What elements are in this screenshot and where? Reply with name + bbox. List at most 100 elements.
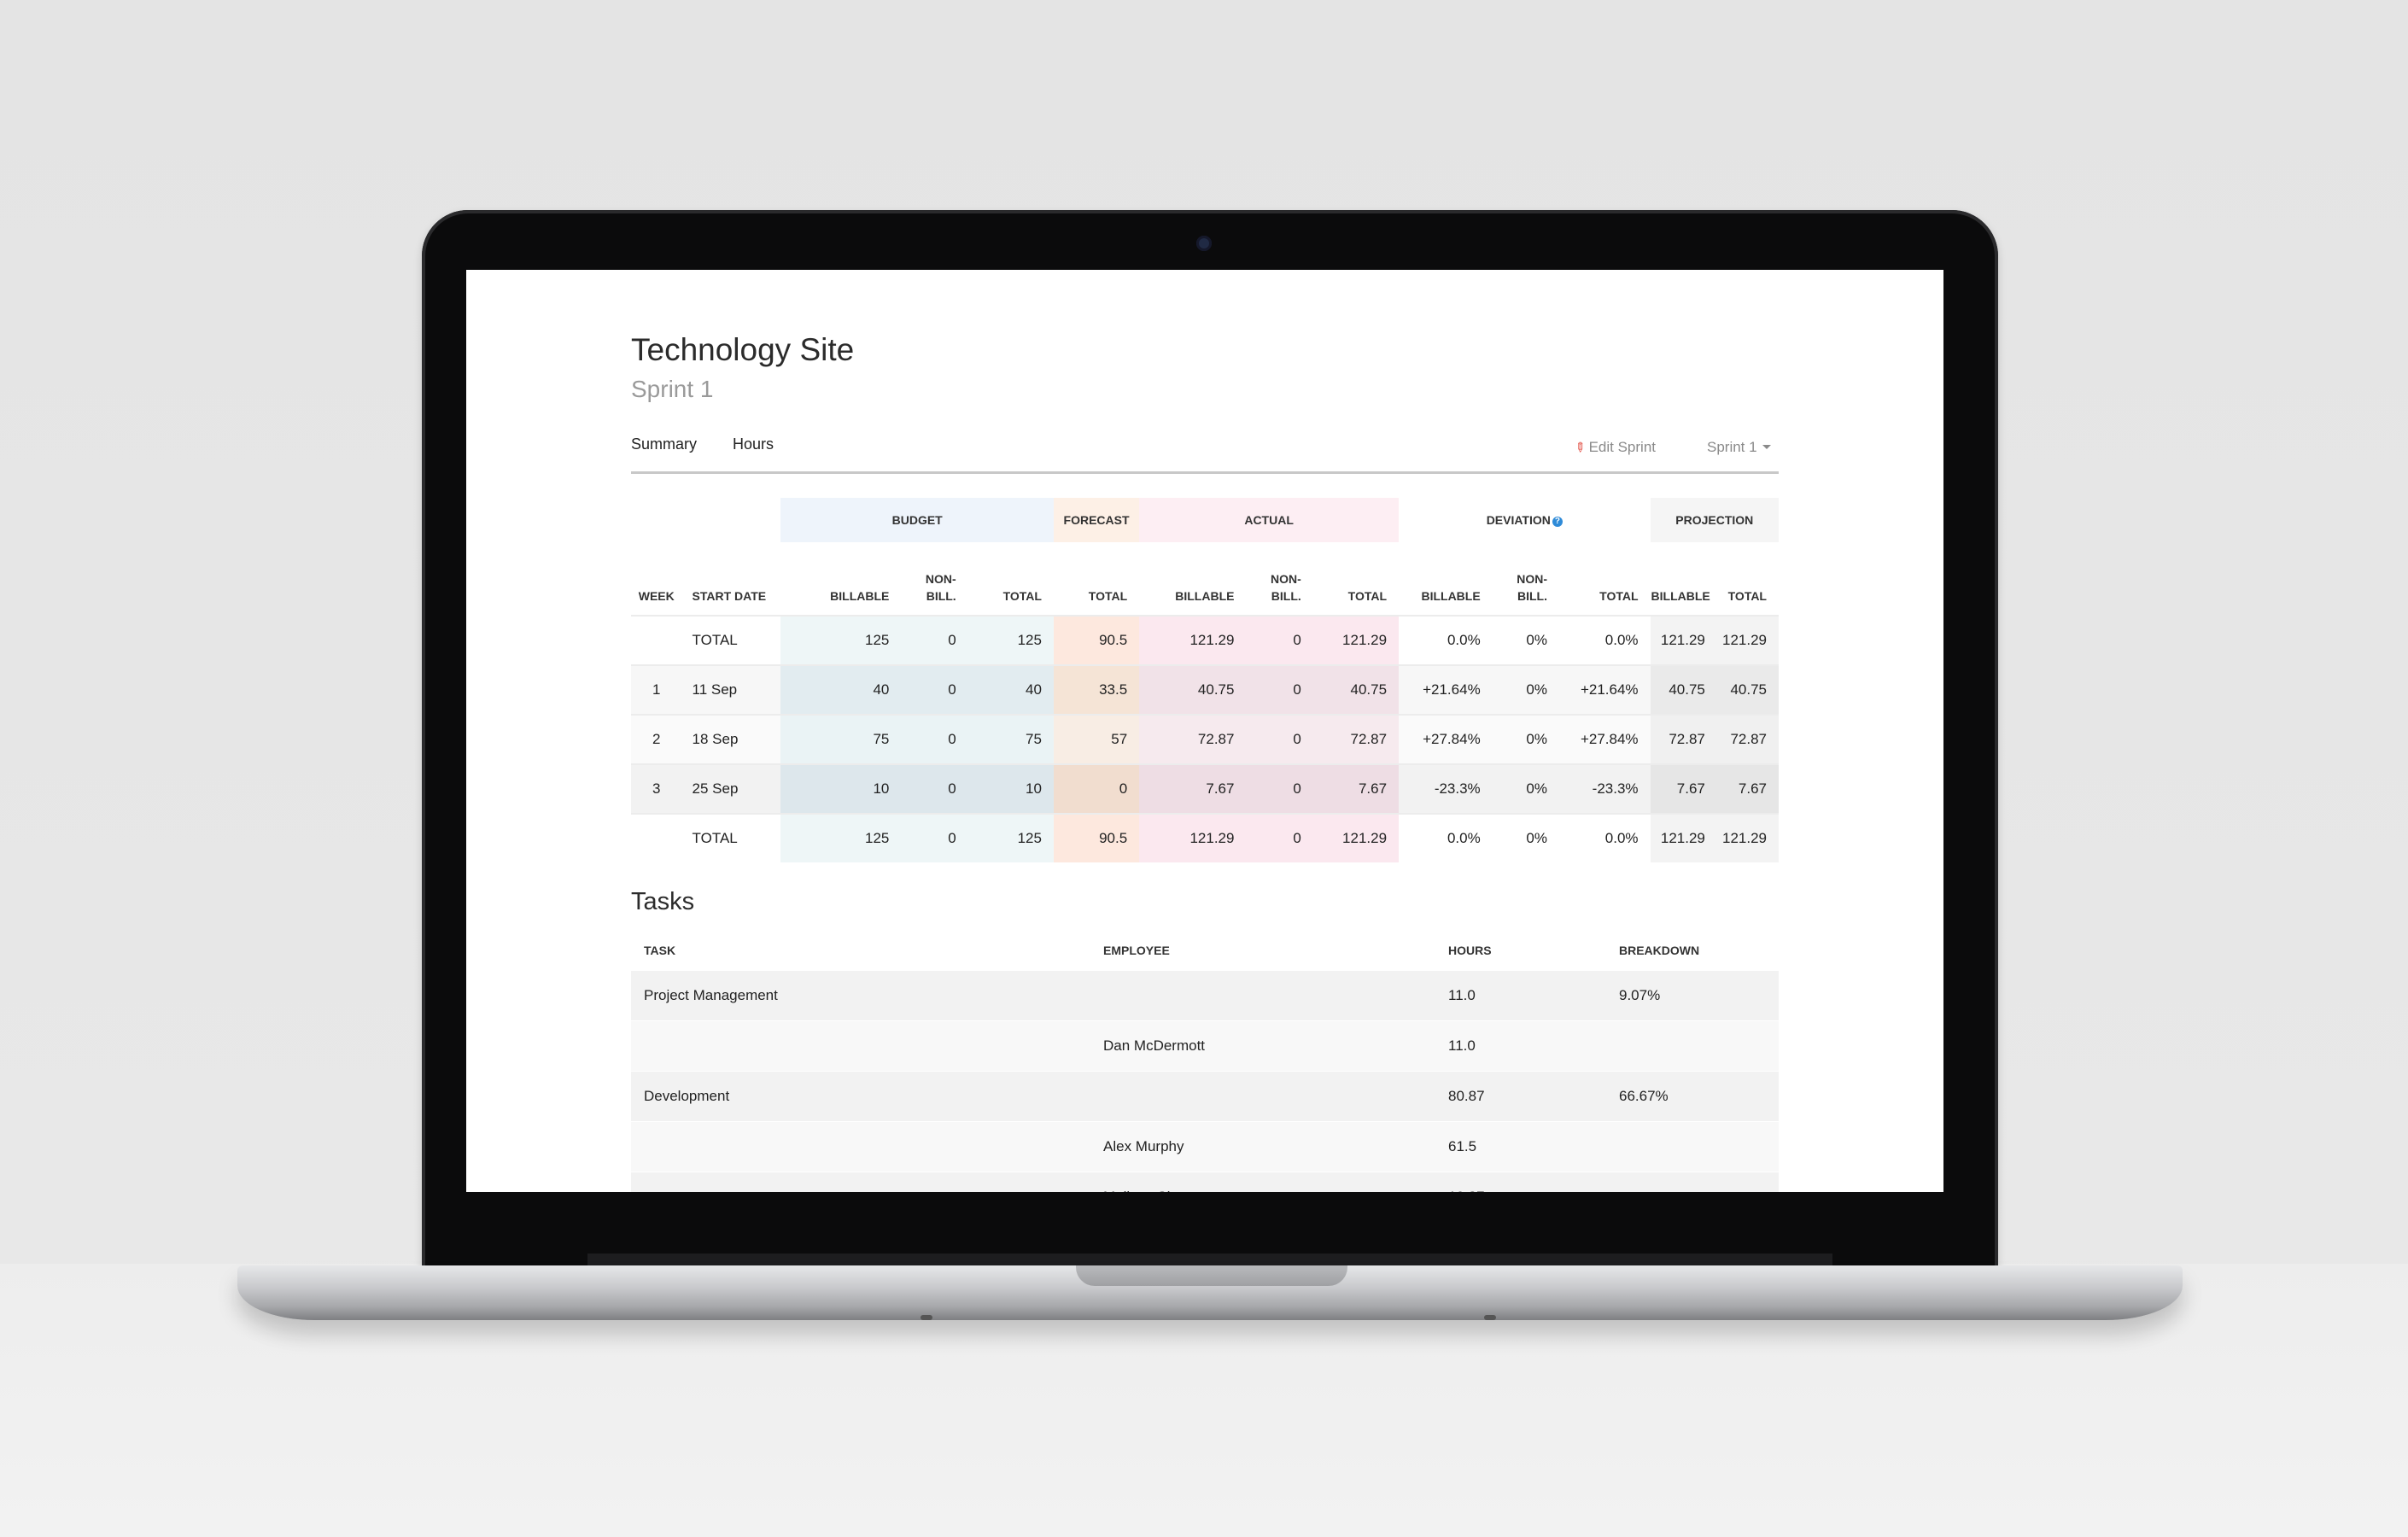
cell-budget-nonbill: 0 bbox=[901, 616, 968, 665]
cell-hours: 19.37 bbox=[1447, 1172, 1618, 1192]
cell-breakdown: 9.07% bbox=[1618, 970, 1779, 1021]
cell-projection-billable: 121.29 bbox=[1650, 814, 1717, 862]
col-start-date: START DATE bbox=[692, 589, 767, 603]
group-spacer bbox=[631, 498, 780, 542]
cell-week: 2 bbox=[652, 731, 661, 747]
summary-total-row: TOTAL 125 0 125 90.5 121.29 0 121.29 0.0… bbox=[631, 616, 1779, 665]
bezel-hinge bbox=[587, 1254, 1832, 1269]
cell-budget-billable: 75 bbox=[780, 715, 902, 764]
tab-hours[interactable]: Hours bbox=[733, 435, 774, 453]
col-deviation-billable: BILLABLE bbox=[1421, 589, 1481, 603]
cell-breakdown bbox=[1618, 1172, 1779, 1192]
cell-hours: 80.87 bbox=[1447, 1071, 1618, 1122]
summary-total-row: TOTAL 125 0 125 90.5 121.29 0 121.29 0.0… bbox=[631, 814, 1779, 862]
cell-budget-total: 10 bbox=[967, 764, 1054, 814]
cell-week bbox=[631, 814, 682, 862]
col-forecast-total: TOTAL bbox=[1088, 589, 1128, 603]
cell-start-date: 11 Sep bbox=[692, 681, 738, 698]
cell-week bbox=[631, 616, 682, 665]
page-content: Technology Site Sprint 1 Summary Hours ✎… bbox=[631, 331, 1779, 1192]
tasks-table: TASK EMPLOYEE HOURS BREAKDOWN Project Ma… bbox=[631, 931, 1779, 1192]
page-title: Technology Site bbox=[631, 332, 855, 367]
cell-deviation-billable: +27.84% bbox=[1423, 731, 1481, 747]
col-deviation-total: TOTAL bbox=[1599, 589, 1639, 603]
cell-deviation-nonbill: 0% bbox=[1526, 681, 1547, 698]
col-actual-nonbill: NON- BILL. bbox=[1271, 572, 1301, 603]
cell-actual-nonbill: 0 bbox=[1246, 616, 1313, 665]
summary-week-row: 1 11 Sep 40 0 40 33.5 40.75 0 40.75 +21.… bbox=[631, 665, 1779, 715]
cell-projection-billable: 7.67 bbox=[1650, 764, 1717, 814]
trackpad-notch bbox=[1076, 1265, 1347, 1286]
cell-budget-billable: 125 bbox=[780, 616, 902, 665]
task-row: Development 80.87 66.67% bbox=[631, 1071, 1779, 1122]
cell-actual-billable: 7.67 bbox=[1139, 764, 1247, 814]
summary-week-row: 3 25 Sep 10 0 10 0 7.67 0 7.67 -23.3% 0%… bbox=[631, 764, 1779, 814]
col-hours: HOURS bbox=[1448, 944, 1492, 957]
laptop-foot bbox=[1484, 1315, 1496, 1320]
group-deviation: DEVIATION? bbox=[1399, 498, 1651, 542]
webcam bbox=[1196, 236, 1212, 251]
col-task: TASK bbox=[644, 944, 676, 957]
cell-actual-billable: 40.75 bbox=[1139, 665, 1247, 715]
col-actual-billable: BILLABLE bbox=[1175, 589, 1235, 603]
cell-deviation-total: +27.84% bbox=[1580, 731, 1639, 747]
cell-projection-total: 121.29 bbox=[1716, 814, 1779, 862]
cell-deviation-nonbill: 0% bbox=[1526, 731, 1547, 747]
page-nav: Summary Hours ✎Edit Sprint Sprint 1 bbox=[631, 430, 1779, 474]
cell-week: 1 bbox=[652, 681, 661, 698]
info-icon[interactable]: ? bbox=[1552, 517, 1563, 527]
cell-actual-billable: 121.29 bbox=[1139, 616, 1247, 665]
cell-budget-nonbill: 0 bbox=[901, 665, 968, 715]
employee-row: Melissa Chen 19.37 bbox=[631, 1172, 1779, 1192]
group-deviation-label: DEVIATION bbox=[1486, 513, 1551, 527]
cell-deviation-total: 0.0% bbox=[1604, 632, 1639, 648]
col-breakdown: BREAKDOWN bbox=[1619, 944, 1700, 957]
cell-breakdown: 66.67% bbox=[1618, 1071, 1779, 1122]
tab-summary[interactable]: Summary bbox=[631, 435, 698, 453]
cell-actual-nonbill: 0 bbox=[1246, 764, 1313, 814]
cell-employee bbox=[1102, 970, 1447, 1021]
group-actual: ACTUAL bbox=[1139, 498, 1400, 542]
cell-forecast-total: 57 bbox=[1053, 715, 1140, 764]
summary-table: BUDGET FORECAST ACTUAL DEVIATION? PROJEC… bbox=[631, 498, 1779, 862]
cell-hours: 61.5 bbox=[1447, 1121, 1618, 1172]
col-employee: EMPLOYEE bbox=[1103, 944, 1170, 957]
cell-forecast-total: 0 bbox=[1053, 764, 1140, 814]
summary-column-header: WEEK START DATE BILLABLE NON- BILL. TOTA… bbox=[631, 542, 1779, 616]
cell-task: Development bbox=[631, 1071, 1102, 1122]
cell-deviation-billable: 0.0% bbox=[1447, 632, 1481, 648]
caret-down-icon bbox=[1762, 445, 1771, 449]
task-row: Project Management 11.0 9.07% bbox=[631, 970, 1779, 1021]
cell-budget-nonbill: 0 bbox=[901, 814, 968, 862]
cell-forecast-total: 90.5 bbox=[1053, 616, 1140, 665]
col-actual-total: TOTAL bbox=[1347, 589, 1388, 603]
cell-start-date: 18 Sep bbox=[692, 731, 739, 747]
cell-employee: Dan McDermott bbox=[1102, 1020, 1447, 1072]
edit-sprint-button[interactable]: ✎Edit Sprint bbox=[1570, 439, 1657, 457]
edit-sprint-label: Edit Sprint bbox=[1588, 439, 1657, 455]
col-projection-total: TOTAL bbox=[1727, 589, 1767, 603]
cell-projection-billable: 121.29 bbox=[1650, 616, 1717, 665]
sprint-select[interactable]: Sprint 1 bbox=[1707, 439, 1771, 456]
cell-start-date: TOTAL bbox=[692, 830, 738, 846]
cell-employee bbox=[1102, 1071, 1447, 1122]
cell-deviation-billable: +21.64% bbox=[1423, 681, 1481, 698]
cell-budget-nonbill: 0 bbox=[901, 715, 968, 764]
cell-start-date: 25 Sep bbox=[692, 780, 739, 797]
cell-budget-billable: 40 bbox=[780, 665, 902, 715]
cell-actual-total: 40.75 bbox=[1312, 665, 1400, 715]
cell-task bbox=[631, 1020, 1102, 1072]
col-week: WEEK bbox=[638, 589, 675, 603]
cell-employee: Alex Murphy bbox=[1102, 1121, 1447, 1172]
cell-deviation-nonbill: 0% bbox=[1526, 780, 1547, 797]
cell-budget-total: 125 bbox=[967, 616, 1054, 665]
cell-hours: 11.0 bbox=[1447, 1020, 1618, 1072]
group-forecast: FORECAST bbox=[1053, 498, 1140, 542]
col-projection-billable: BILLABLE bbox=[1651, 589, 1710, 603]
col-budget-total: TOTAL bbox=[1002, 589, 1042, 603]
employee-row: Dan McDermott 11.0 bbox=[631, 1020, 1779, 1072]
cell-deviation-billable: 0.0% bbox=[1447, 830, 1481, 846]
summary-group-header: BUDGET FORECAST ACTUAL DEVIATION? PROJEC… bbox=[631, 498, 1779, 542]
tasks-title: Tasks bbox=[631, 888, 695, 915]
cell-projection-total: 7.67 bbox=[1716, 764, 1779, 814]
